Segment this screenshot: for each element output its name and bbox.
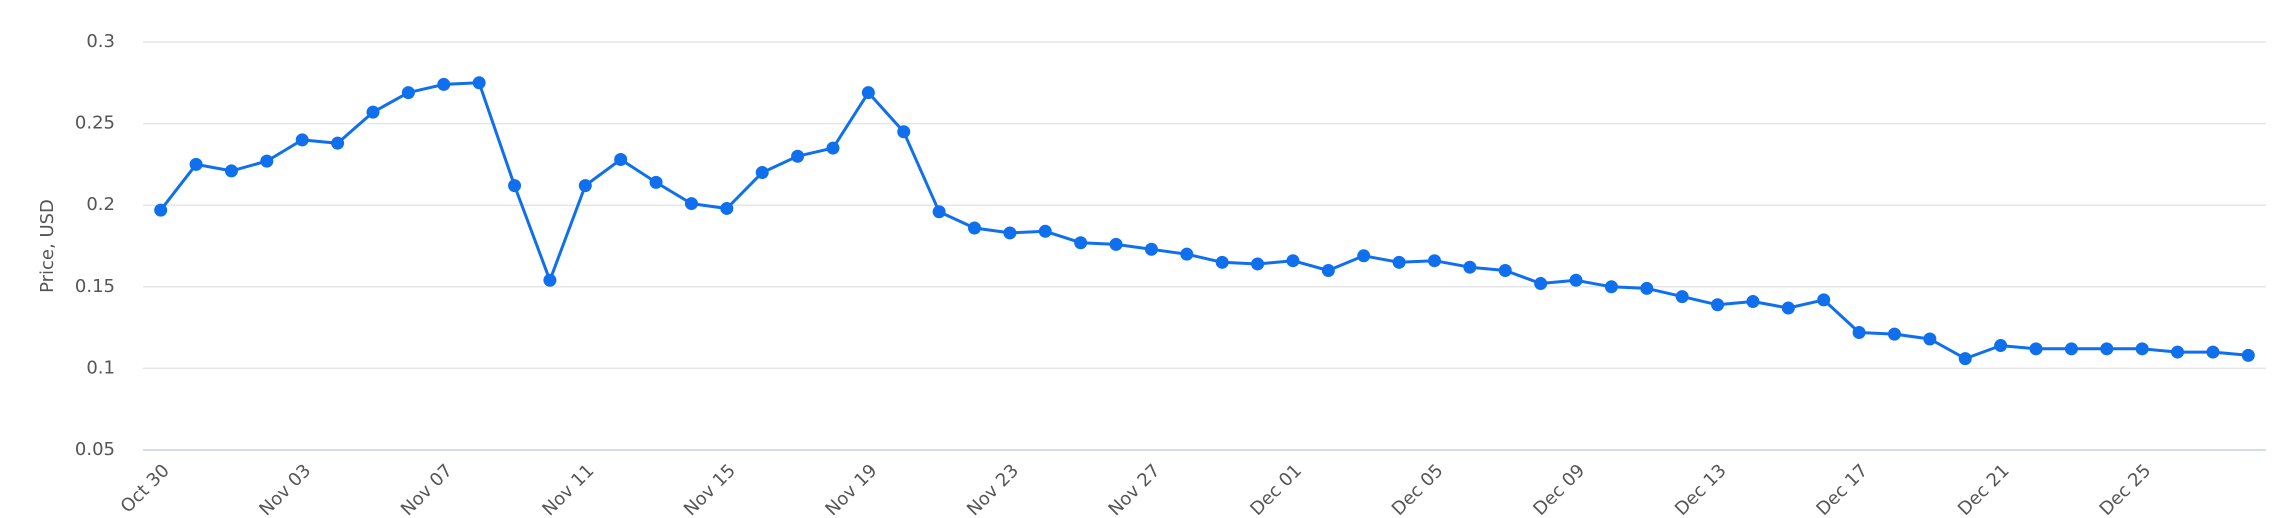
data-point: [1144, 242, 1158, 256]
data-point: [1604, 280, 1618, 294]
data-point: [2241, 348, 2255, 362]
data-point: [1392, 255, 1406, 269]
data-point: [1958, 352, 1972, 366]
data-point: [2029, 342, 2043, 356]
data-point: [2171, 345, 2185, 359]
data-point: [791, 149, 805, 163]
data-point: [1498, 263, 1512, 277]
data-point: [154, 203, 168, 217]
x-tick-label: Dec 05: [1388, 460, 1448, 518]
data-point: [1746, 294, 1760, 308]
data-point: [1781, 301, 1795, 315]
data-point: [1817, 293, 1831, 307]
data-point: [2064, 342, 2078, 356]
data-point: [260, 154, 274, 168]
x-tick-label: Nov 03: [255, 460, 315, 518]
data-point: [543, 273, 557, 287]
data-point: [1887, 327, 1901, 341]
data-point: [472, 76, 486, 90]
data-point: [1852, 325, 1866, 339]
data-point: [1427, 254, 1441, 268]
x-tick-label: Nov 15: [680, 460, 740, 518]
data-point: [1003, 226, 1017, 240]
y-axis-title: Price, USD: [37, 199, 58, 293]
data-point: [1994, 339, 2008, 353]
data-point: [1321, 263, 1335, 277]
data-point: [1180, 247, 1194, 261]
data-point: [224, 164, 238, 178]
y-tick-label: 0.25: [75, 113, 115, 134]
x-tick-label: Dec 17: [1812, 460, 1872, 518]
data-point: [1074, 236, 1088, 250]
data-point: [508, 179, 522, 193]
x-tick-label: Nov 19: [821, 460, 881, 518]
x-tick-label: Nov 07: [397, 460, 457, 518]
data-point: [401, 86, 415, 100]
x-tick-label: Dec 13: [1671, 460, 1731, 518]
data-point: [1286, 254, 1300, 268]
data-point: [932, 205, 946, 219]
data-point: [2206, 345, 2220, 359]
data-point: [1569, 273, 1583, 287]
x-tick-label: Dec 21: [1954, 460, 2014, 518]
data-point: [1463, 260, 1477, 274]
data-point: [366, 105, 380, 119]
data-point: [437, 77, 451, 91]
x-tick-label: Nov 23: [963, 460, 1023, 518]
data-point: [189, 157, 203, 171]
data-point: [1534, 277, 1548, 291]
x-tick-label: Dec 01: [1246, 460, 1306, 518]
data-point: [2135, 342, 2149, 356]
x-tick-label: Oct 30: [117, 460, 174, 517]
data-point: [2100, 342, 2114, 356]
data-point: [578, 179, 592, 193]
y-tick-label: 0.05: [75, 439, 115, 460]
data-point: [720, 201, 734, 215]
data-point: [1109, 237, 1123, 251]
data-point: [826, 141, 840, 155]
x-tick-label: Dec 25: [2096, 460, 2156, 518]
data-point: [1923, 332, 1937, 346]
data-point: [897, 125, 911, 139]
data-point: [649, 175, 663, 189]
data-point: [1251, 257, 1265, 271]
data-point: [295, 133, 309, 147]
data-point: [861, 86, 875, 100]
y-tick-label: 0.3: [86, 31, 115, 52]
y-tick-label: 0.2: [86, 194, 115, 215]
data-point: [1640, 281, 1654, 295]
data-point: [1711, 298, 1725, 312]
data-point: [1038, 224, 1052, 238]
y-tick-label: 0.1: [86, 357, 115, 378]
data-point: [1675, 290, 1689, 304]
x-tick-label: Dec 09: [1529, 460, 1589, 518]
data-point: [331, 136, 345, 150]
x-tick-label: Nov 27: [1105, 460, 1165, 518]
data-point: [968, 221, 982, 235]
x-tick-label: Nov 11: [538, 460, 598, 518]
data-point: [755, 166, 769, 180]
y-tick-label: 0.15: [75, 276, 115, 297]
data-point: [684, 197, 698, 211]
data-point: [1215, 255, 1229, 269]
data-point: [614, 153, 628, 167]
data-point: [1357, 249, 1371, 263]
